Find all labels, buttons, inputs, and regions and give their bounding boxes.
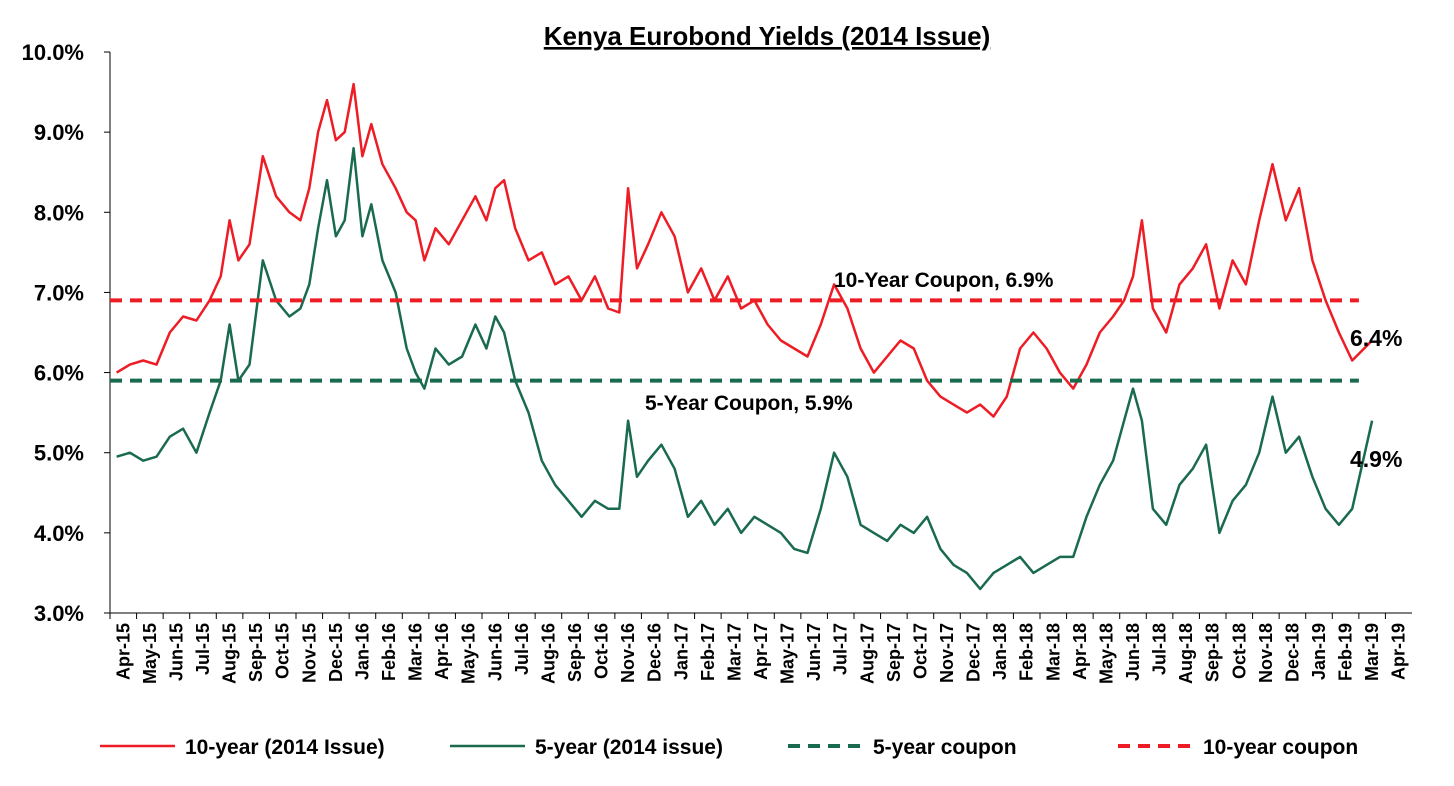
x-tick-label: Sep-18 — [1203, 623, 1223, 682]
series-line-1 — [115, 82, 1373, 418]
x-tick-label: Jul-16 — [512, 623, 532, 675]
end-label-5y: 4.9% — [1350, 446, 1402, 472]
x-tick-label: Jan-16 — [352, 623, 372, 680]
legend-label-3: 5-year coupon — [873, 736, 1017, 759]
y-tick-label: 7.0% — [34, 280, 84, 305]
legend-label-4: 10-year coupon — [1203, 736, 1358, 759]
legend-label-1: 10-year (2014 Issue) — [185, 736, 385, 759]
chart-title: Kenya Eurobond Yields (2014 Issue) — [544, 21, 990, 51]
x-tick-label: Sep-15 — [246, 623, 266, 682]
x-tick-label: Jan-17 — [671, 623, 691, 680]
x-tick-label: Jun-15 — [166, 623, 186, 681]
x-tick-label: May-18 — [1096, 623, 1116, 684]
x-tick-label: Oct-16 — [592, 623, 612, 679]
x-tick-label: Jan-19 — [1309, 623, 1329, 680]
x-tick-label: Jul-18 — [1150, 623, 1170, 675]
x-tick-label: Nov-16 — [618, 623, 638, 683]
x-tick-label: Feb-19 — [1336, 623, 1356, 681]
x-tick-label: Aug-16 — [538, 623, 558, 684]
x-tick-label: Apr-17 — [751, 623, 771, 680]
x-tick-label: Dec-17 — [964, 623, 984, 682]
x-tick-label: Jul-17 — [831, 623, 851, 675]
x-tick-label: Aug-17 — [857, 623, 877, 684]
x-tick-label: Nov-17 — [937, 623, 957, 683]
x-tick-label: Aug-18 — [1176, 623, 1196, 684]
y-axis: 3.0% 4.0% 5.0% 6.0% 7.0% 8.0% 9.0% 10.0% — [22, 40, 110, 626]
x-tick-label: Sep-16 — [565, 623, 585, 682]
x-axis: Apr-15 May-15 Jun-15 Jul-15 Aug-15 Sep-15 Oct-… — [109, 613, 1409, 684]
x-tick-label: Dec-15 — [326, 623, 346, 682]
x-tick-label: Apr-15 — [113, 623, 133, 680]
x-tick-label: Dec-16 — [645, 623, 665, 682]
x-tick-label: Jul-15 — [193, 623, 213, 675]
x-tick-label: Jun-18 — [1123, 623, 1143, 681]
x-tick-label: Nov-15 — [299, 623, 319, 683]
x-tick-label: Feb-16 — [379, 623, 399, 681]
y-tick-label: 9.0% — [34, 120, 84, 145]
x-tick-label: Sep-17 — [884, 623, 904, 682]
x-tick-label: Oct-15 — [273, 623, 293, 679]
x-tick-label: Mar-16 — [406, 623, 426, 681]
x-tick-label: Apr-19 — [1389, 623, 1409, 680]
annotation-10y-coupon: 10-Year Coupon, 6.9% — [834, 269, 1054, 292]
x-tick-label: Feb-17 — [698, 623, 718, 681]
x-tick-label: Mar-19 — [1362, 623, 1382, 681]
x-tick-label: Nov-18 — [1256, 623, 1276, 683]
y-tick-label: 6.0% — [34, 361, 84, 386]
legend: 10-year (2014 Issue) 5-year (2014 issue) 5… — [100, 736, 1358, 759]
x-tick-label: May-15 — [140, 623, 160, 684]
x-tick-label: Apr-18 — [1070, 623, 1090, 680]
x-tick-label: Apr-16 — [432, 623, 452, 680]
end-label-10y: 6.4% — [1350, 325, 1402, 351]
x-tick-label: May-17 — [778, 623, 798, 684]
y-tick-label: 4.0% — [34, 521, 84, 546]
x-tick-label: Oct-18 — [1229, 623, 1249, 679]
x-tick-label: Jun-17 — [804, 623, 824, 681]
x-tick-label: Jun-16 — [485, 623, 505, 681]
x-tick-label: Jan-18 — [990, 623, 1010, 680]
x-tick-label: Mar-17 — [724, 623, 744, 681]
x-tick-label: Dec-18 — [1282, 623, 1302, 682]
x-tick-label: Mar-18 — [1043, 623, 1063, 681]
y-tick-label: 10.0% — [22, 40, 84, 65]
annotation-5y-coupon: 5-Year Coupon, 5.9% — [645, 392, 853, 415]
x-tick-label: May-16 — [459, 623, 479, 684]
x-tick-label: Aug-15 — [220, 623, 240, 684]
series-line-2 — [116, 146, 1374, 591]
x-tick-label: Oct-17 — [910, 623, 930, 679]
series-layer — [110, 82, 1374, 591]
y-tick-label: 3.0% — [34, 601, 84, 626]
y-tick-label: 5.0% — [34, 441, 84, 466]
x-tick-label: Feb-18 — [1017, 623, 1037, 681]
legend-label-2: 5-year (2014 issue) — [535, 736, 723, 759]
y-tick-label: 8.0% — [34, 200, 84, 225]
